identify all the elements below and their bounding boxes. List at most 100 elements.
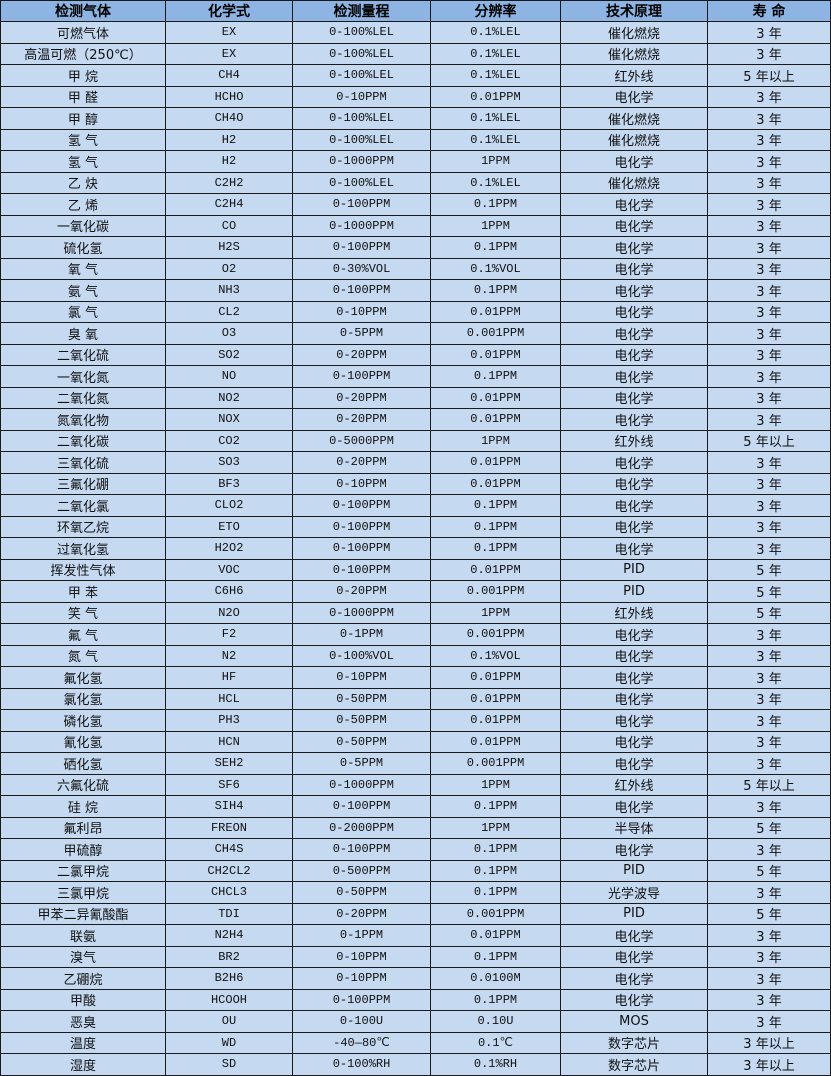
table-row: 甲酸 HCOOH 0-100PPM 0.1PPM 电化学 3 年 (0, 988, 831, 1011)
table-row: 氮氧化物 NOX 0-20PPM 0.01PPM 电化学 3 年 (0, 408, 831, 431)
cell-range: 0-100%LEL (292, 107, 431, 130)
cell-resolution: 0.001PPM (430, 623, 561, 646)
cell-lifespan: 3 年 (707, 85, 831, 108)
cell-gas: 臭 氧 (0, 322, 166, 345)
cell-resolution: 0.1PPM (430, 279, 561, 302)
cell-formula: N2H4 (165, 924, 293, 947)
cell-gas: 过氧化氢 (0, 537, 166, 560)
cell-principle: 电化学 (560, 687, 708, 710)
cell-range: 0-10PPM (292, 666, 431, 689)
cell-resolution: 0.1PPM (430, 838, 561, 861)
cell-lifespan: 3 年 (707, 967, 831, 990)
table-row: 氟 气 F2 0-1PPM 0.001PPM 电化学 3 年 (0, 623, 831, 646)
cell-range: 0-100U (292, 1010, 431, 1033)
cell-formula: EX (165, 21, 293, 44)
cell-lifespan: 3 年 (707, 666, 831, 689)
table-row: 二氧化氮 NO2 0-20PPM 0.01PPM 电化学 3 年 (0, 386, 831, 409)
cell-gas: 乙 烯 (0, 193, 166, 216)
cell-gas: 氰化氢 (0, 730, 166, 753)
cell-range: 0-50PPM (292, 730, 431, 753)
cell-range: 0-1000PPM (292, 773, 431, 796)
table-row: 硫化氢 H2S 0-100PPM 0.1PPM 电化学 3 年 (0, 236, 831, 259)
table-row: 温度 WD -40—80℃ 0.1℃ 数字芯片 3 年以上 (0, 1031, 831, 1054)
cell-gas: 溴气 (0, 945, 166, 968)
cell-formula: SIH4 (165, 795, 293, 818)
table-row: 氯 气 CL2 0-10PPM 0.01PPM 电化学 3 年 (0, 300, 831, 323)
table-row: 氧 气 O2 0-30%VOL 0.1%VOL 电化学 3 年 (0, 257, 831, 280)
table-row: 过氧化氢 H2O2 0-100PPM 0.1PPM 电化学 3 年 (0, 537, 831, 560)
cell-principle: 电化学 (560, 472, 708, 495)
cell-resolution: 1PPM (430, 429, 561, 452)
header-lifespan: 寿 命 (707, 0, 831, 22)
table-row: 硅 烷 SIH4 0-100PPM 0.1PPM 电化学 3 年 (0, 795, 831, 818)
cell-resolution: 1PPM (430, 601, 561, 624)
cell-resolution: 0.001PPM (430, 580, 561, 603)
cell-formula: TDI (165, 902, 293, 925)
cell-gas: 硅 烷 (0, 795, 166, 818)
cell-range: 0-5PPM (292, 752, 431, 775)
cell-lifespan: 3 年 (707, 21, 831, 44)
cell-range: 0-50PPM (292, 881, 431, 904)
cell-range: 0-100PPM (292, 515, 431, 538)
cell-gas: 甲硫醇 (0, 838, 166, 861)
cell-gas: 六氟化硫 (0, 773, 166, 796)
cell-formula: CH4O (165, 107, 293, 130)
cell-gas: 二氧化碳 (0, 429, 166, 452)
table-row: 高温可燃（250℃） EX 0-100%LEL 0.1%LEL 催化燃烧 3 年 (0, 42, 831, 65)
cell-formula: BF3 (165, 472, 293, 495)
cell-gas: 可燃气体 (0, 21, 166, 44)
cell-formula: ETO (165, 515, 293, 538)
header-gas: 检测气体 (0, 0, 166, 22)
cell-range: 0-50PPM (292, 687, 431, 710)
cell-resolution: 0.1℃ (430, 1031, 561, 1054)
cell-formula: CO (165, 214, 293, 237)
table-row: 氢 气 H2 0-1000PPM 1PPM 电化学 3 年 (0, 150, 831, 173)
cell-principle: 电化学 (560, 515, 708, 538)
table-row: 三氧化硫 SO3 0-20PPM 0.01PPM 电化学 3 年 (0, 451, 831, 474)
table-row: 六氟化硫 SF6 0-1000PPM 1PPM 红外线 5 年以上 (0, 773, 831, 796)
cell-range: 0-100%RH (292, 1053, 431, 1076)
cell-lifespan: 5 年以上 (707, 429, 831, 452)
cell-resolution: 0.01PPM (430, 687, 561, 710)
cell-principle: 电化学 (560, 408, 708, 431)
cell-formula: CH2CL2 (165, 859, 293, 882)
cell-lifespan: 3 年以上 (707, 1031, 831, 1054)
table-row: 甲 醛 HCHO 0-10PPM 0.01PPM 电化学 3 年 (0, 85, 831, 108)
cell-principle: 电化学 (560, 752, 708, 775)
cell-lifespan: 3 年以上 (707, 1053, 831, 1076)
cell-resolution: 0.001PPM (430, 902, 561, 925)
cell-resolution: 0.001PPM (430, 752, 561, 775)
cell-range: 0-1PPM (292, 924, 431, 947)
cell-formula: H2S (165, 236, 293, 259)
cell-principle: 数字芯片 (560, 1053, 708, 1076)
cell-formula: HCOOH (165, 988, 293, 1011)
cell-range: 0-100%LEL (292, 128, 431, 151)
cell-resolution: 0.1PPM (430, 881, 561, 904)
cell-lifespan: 3 年 (707, 945, 831, 968)
cell-gas: 氯化氢 (0, 687, 166, 710)
cell-resolution: 0.1PPM (430, 515, 561, 538)
cell-resolution: 0.1%LEL (430, 171, 561, 194)
cell-range: 0-100PPM (292, 365, 431, 388)
cell-gas: 氟化氢 (0, 666, 166, 689)
cell-range: 0-100PPM (292, 193, 431, 216)
cell-gas: 氮氧化物 (0, 408, 166, 431)
cell-lifespan: 3 年 (707, 687, 831, 710)
cell-lifespan: 3 年 (707, 752, 831, 775)
cell-lifespan: 3 年 (707, 386, 831, 409)
cell-lifespan: 3 年 (707, 451, 831, 474)
cell-gas: 二氧化氮 (0, 386, 166, 409)
cell-range: 0-20PPM (292, 386, 431, 409)
cell-lifespan: 3 年 (707, 193, 831, 216)
cell-formula: CLO2 (165, 494, 293, 517)
cell-principle: 红外线 (560, 64, 708, 87)
table-row: 氟利昂 FREON 0-2000PPM 1PPM 半导体 5 年 (0, 816, 831, 839)
cell-range: 0-1000PPM (292, 214, 431, 237)
cell-formula: HCN (165, 730, 293, 753)
cell-resolution: 0.1PPM (430, 193, 561, 216)
cell-formula: NOX (165, 408, 293, 431)
cell-gas: 笑 气 (0, 601, 166, 624)
cell-formula: CHCL3 (165, 881, 293, 904)
cell-resolution: 0.1%RH (430, 1053, 561, 1076)
table-row: 二氧化碳 CO2 0-5000PPM 1PPM 红外线 5 年以上 (0, 429, 831, 452)
